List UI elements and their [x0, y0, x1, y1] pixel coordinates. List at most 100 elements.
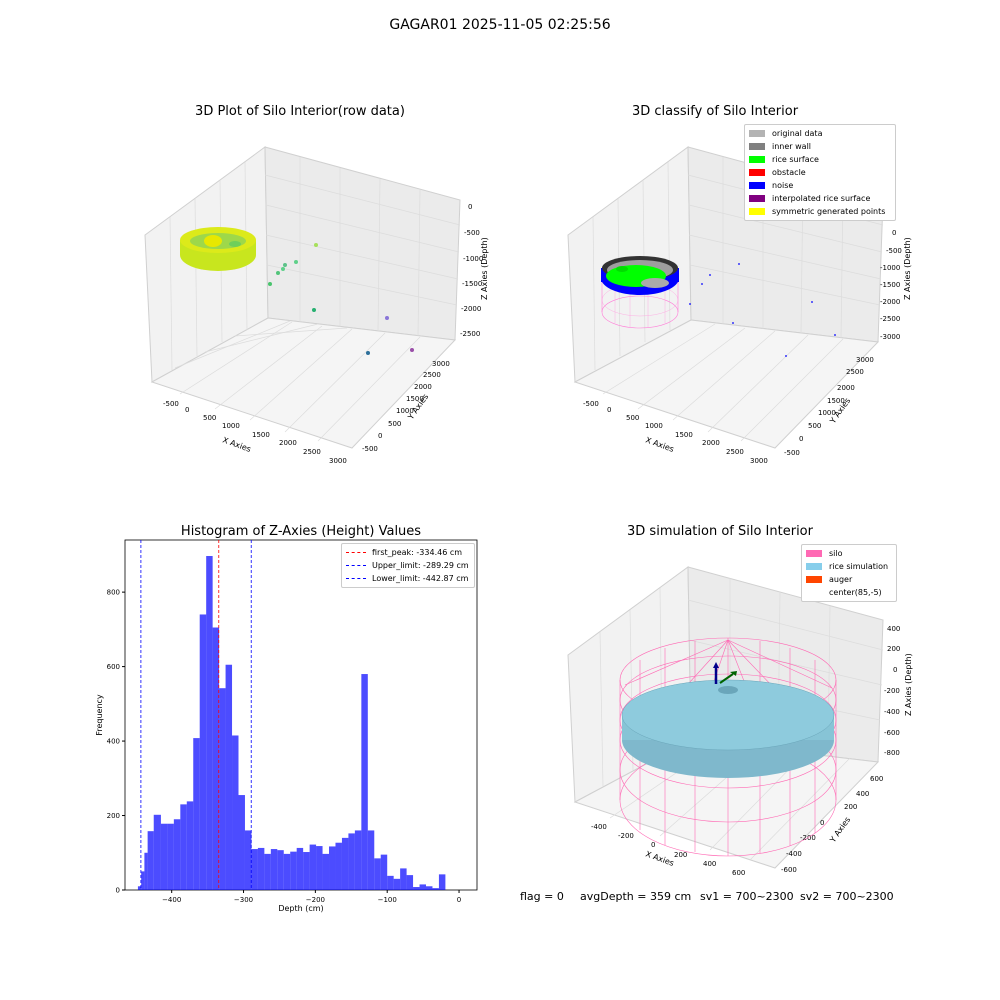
raw-xtick: 3000 — [329, 457, 347, 465]
simulation-ztick: 400 — [887, 625, 900, 633]
simulation-ztick: 0 — [893, 666, 897, 674]
histogram-y-ticks: 0 200 400 600 800 — [107, 589, 125, 895]
raw-xtick: 0 — [185, 406, 189, 414]
histogram-bar — [367, 830, 375, 890]
legend-swatch — [749, 156, 765, 163]
status-flag: flag = 0 — [520, 890, 564, 903]
simulation-plot-title: 3D simulation of Silo Interior — [627, 524, 813, 539]
legend-label: center(85,-5) — [829, 588, 882, 597]
histogram-bar — [173, 819, 181, 890]
histogram-bar — [238, 795, 245, 890]
histogram-bar — [303, 852, 310, 890]
histogram-y-tick-label: 400 — [107, 738, 120, 746]
histogram-bar — [270, 849, 278, 890]
legend-item-upper-limit: Upper_limit: -289.29 cm — [342, 559, 474, 572]
legend-item-auger: auger — [802, 573, 896, 586]
legend-item-lower-limit: Lower_limit: -442.87 cm — [342, 572, 474, 585]
histogram-x-tick-label: −100 — [378, 896, 397, 904]
histogram-reference-lines — [140, 540, 252, 890]
histogram-y-tick-label: 600 — [107, 663, 120, 671]
legend-label: rice simulation — [829, 562, 889, 571]
raw-ztick: -1500 — [462, 280, 482, 288]
histogram-bar — [180, 804, 187, 890]
legend-label: silo — [829, 549, 843, 558]
legend-swatch — [749, 130, 765, 137]
histogram-bar — [316, 846, 323, 890]
classify-ytick: 3000 — [856, 356, 874, 364]
legend-swatch — [806, 563, 822, 570]
classify-ztick: -1000 — [880, 264, 900, 272]
legend-label: symmetric generated points — [772, 207, 886, 216]
raw-3d-axes — [144, 146, 461, 449]
histogram-bar — [296, 847, 304, 890]
classify-ztick: 0 — [892, 229, 896, 237]
classify-legend: original data inner wall rice surface ob… — [744, 124, 896, 221]
histogram-bar — [141, 871, 145, 890]
simulation-ztick: -800 — [884, 749, 900, 757]
simulation-ztick: -400 — [884, 708, 900, 716]
legend-line — [346, 578, 366, 579]
classify-ytick: 2000 — [837, 384, 855, 392]
histogram-bar — [206, 556, 213, 890]
raw-ztick: -2000 — [461, 305, 481, 313]
raw-gridlines — [169, 157, 461, 442]
histogram-bar — [425, 886, 433, 890]
histogram-bar — [419, 884, 426, 890]
legend-label: original data — [772, 129, 823, 138]
histogram-bar — [212, 627, 220, 890]
classify-xtick: 2500 — [726, 448, 744, 456]
histogram-bar — [374, 858, 381, 890]
histogram-bar — [432, 888, 439, 890]
legend-label: Lower_limit: -442.87 cm — [372, 574, 469, 583]
histogram-bar — [329, 846, 336, 890]
legend-swatch — [749, 208, 765, 215]
classify-ztick: -500 — [886, 247, 902, 255]
histogram-bar — [406, 875, 414, 890]
classify-z-ticks: 0 -500 -1000 -1500 -2000 -2500 -3000 Z A… — [880, 229, 912, 341]
legend-item-center: center(85,-5) — [802, 586, 896, 599]
histogram-bar — [167, 823, 174, 890]
classify-ztick: -2000 — [880, 298, 900, 306]
classify-ytick: 500 — [808, 422, 821, 430]
simulation-xtick: 0 — [651, 841, 655, 849]
legend-label: Upper_limit: -289.29 cm — [372, 561, 469, 570]
histogram-bars — [137, 556, 446, 890]
classify-silo — [601, 256, 679, 329]
classify-xtick: 1000 — [645, 422, 663, 430]
raw-ytick: 2000 — [414, 383, 432, 391]
classify-noise-points — [689, 263, 836, 357]
simulation-xtick: 600 — [732, 869, 745, 877]
figure-title: GAGAR01 2025-11-05 02:25:56 — [389, 17, 611, 33]
classify-xtick: 3000 — [750, 457, 768, 465]
legend-swatch — [749, 143, 765, 150]
classify-ytick: 0 — [799, 435, 803, 443]
legend-item-rice-simulation: rice simulation — [802, 560, 896, 573]
classify-ytick: 2500 — [846, 368, 864, 376]
simulation-z-axis-label: Z Axies (Depth) — [904, 653, 913, 716]
histogram-bar — [283, 853, 291, 890]
histogram-bar — [393, 878, 401, 890]
histogram-bar — [186, 801, 194, 890]
legend-item-original-data: original data — [745, 127, 895, 140]
simulation-ytick: 400 — [856, 790, 869, 798]
histogram-bar — [380, 854, 388, 890]
legend-label: auger — [829, 575, 853, 584]
legend-label: obstacle — [772, 168, 806, 177]
histogram-bar — [147, 831, 154, 890]
classify-ytick: 1500 — [827, 397, 845, 405]
histogram-bar — [137, 886, 142, 890]
histogram-bar — [354, 830, 362, 890]
simulation-ytick: -400 — [786, 850, 802, 858]
histogram-bar — [244, 830, 252, 890]
raw-xtick: 500 — [203, 414, 216, 422]
histogram-bar — [322, 853, 330, 890]
simulation-ztick: 200 — [887, 645, 900, 653]
raw-ztick: -2500 — [460, 330, 480, 338]
classify-ytick: -500 — [784, 449, 800, 457]
histogram-x-axis-label: Depth (cm) — [278, 904, 323, 913]
raw-ytick: 500 — [388, 420, 401, 428]
simulation-z-ticks: 400 200 0 -200 -400 -600 -800 Z Axies (D… — [884, 625, 913, 757]
simulation-xtick: 200 — [674, 851, 687, 859]
